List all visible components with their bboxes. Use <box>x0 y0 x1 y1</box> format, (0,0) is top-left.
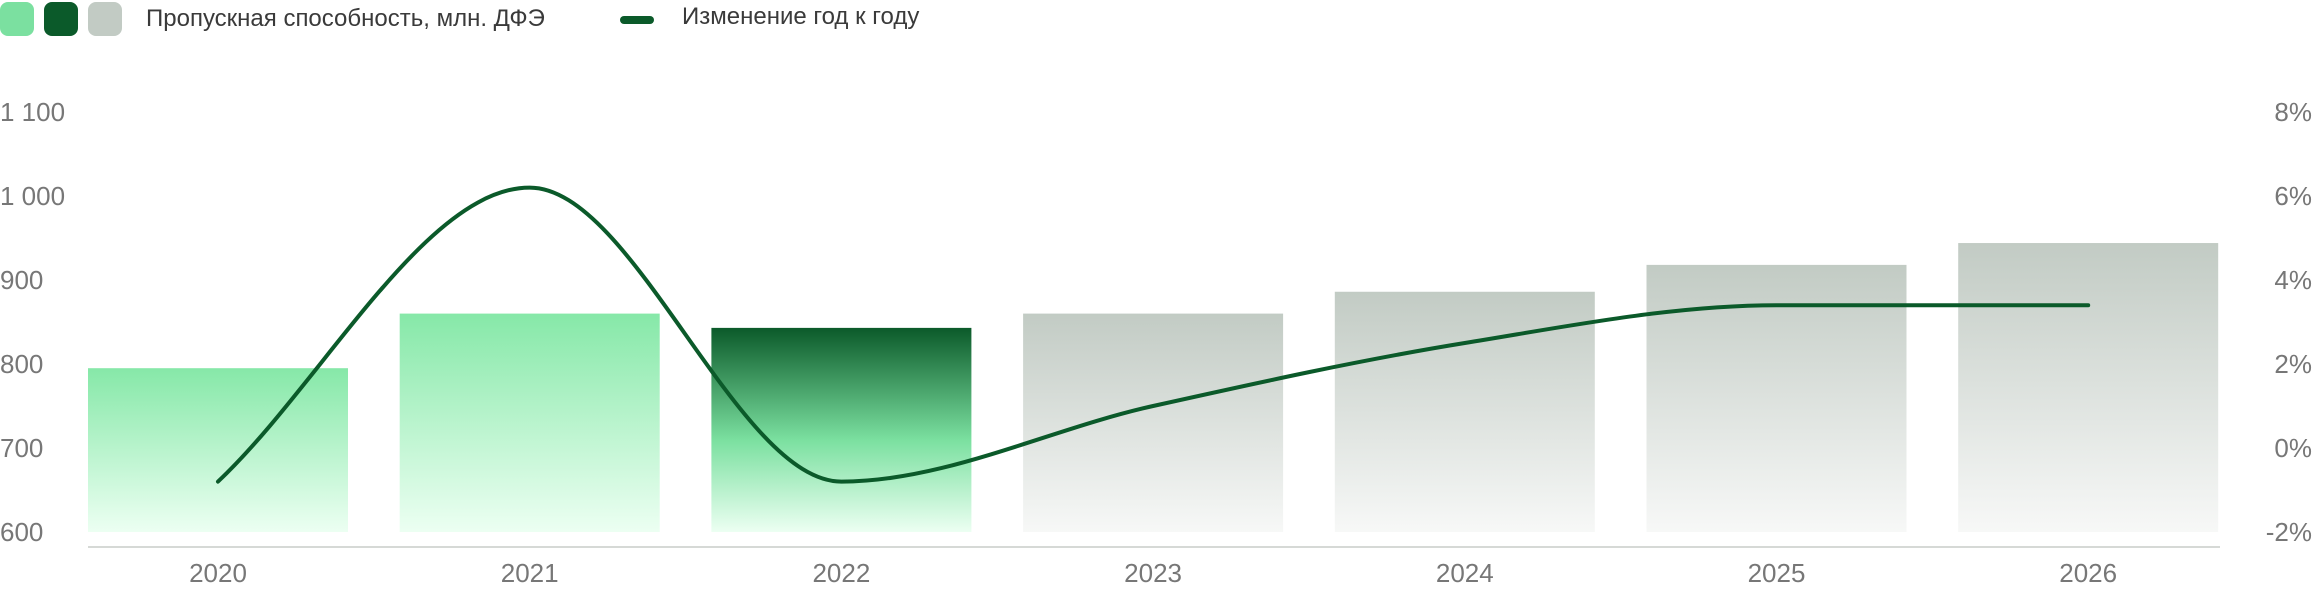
legend-line-swatch <box>620 16 654 24</box>
x-tick-2024: 2024 <box>1436 558 1494 588</box>
x-tick-2021: 2021 <box>501 558 559 588</box>
legend-bars-label: Пропускная способность, млн. ДФЭ <box>146 5 545 32</box>
bar-2022 <box>711 327 972 532</box>
line-group <box>216 185 2091 484</box>
y-left-tick-1000: 1 000 <box>0 181 65 211</box>
legend-swatch-actual <box>0 2 34 36</box>
legend-swatch-forecast <box>88 2 122 36</box>
axes-group: 2020 2021 2022 2023 2024 2025 2026 1 100 1 000 90… <box>0 97 2312 588</box>
bars-group <box>88 243 2219 533</box>
bar-2024 <box>1334 291 1595 532</box>
x-tick-2023: 2023 <box>1124 558 1182 588</box>
legend-swatch-current <box>44 2 78 36</box>
bar-2021 <box>399 313 660 532</box>
y-left-tick-700: 700 <box>0 433 43 463</box>
legend-line-label: Изменение год к году <box>682 3 920 30</box>
y-left-tick-800: 800 <box>0 349 43 379</box>
x-tick-2025: 2025 <box>1748 558 1806 588</box>
legend: Пропускная способность, млн. ДФЭ <box>0 0 545 38</box>
x-tick-2026: 2026 <box>2059 558 2117 588</box>
x-tick-2020: 2020 <box>189 558 247 588</box>
y-left-tick-600: 600 <box>0 517 43 547</box>
bar-2023 <box>1023 313 1284 532</box>
y-right-tick-4: 4% <box>2274 265 2312 295</box>
bar-2020 <box>88 368 348 532</box>
bar-2026 <box>1958 243 2219 533</box>
y-left-tick-1100: 1 100 <box>0 97 65 127</box>
yoy-change-line <box>216 185 2091 484</box>
x-tick-2022: 2022 <box>812 558 870 588</box>
y-right-tick-8: 8% <box>2274 97 2312 127</box>
y-left-tick-900: 900 <box>0 265 43 295</box>
y-right-tick-0: 0% <box>2274 433 2312 463</box>
y-right-tick--2: -2% <box>2266 517 2312 547</box>
y-right-tick-6: 6% <box>2274 181 2312 211</box>
y-right-tick-2: 2% <box>2274 349 2312 379</box>
